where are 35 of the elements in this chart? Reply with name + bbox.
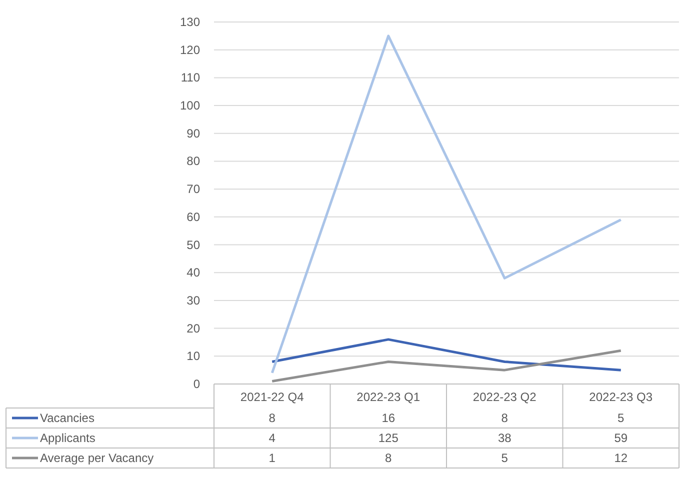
data-label: 8 (385, 451, 392, 465)
legend-label: Average per Vacancy (40, 451, 154, 465)
y-tick-label: 90 (186, 126, 200, 140)
y-tick-label: 110 (180, 70, 200, 85)
data-label: 8 (501, 411, 508, 425)
y-tick-label: 100 (180, 98, 200, 113)
y-tick-label: 0 (193, 377, 200, 391)
y-tick-label: 40 (186, 266, 200, 280)
data-label: 4 (268, 431, 276, 445)
y-tick-label: 80 (186, 154, 200, 168)
data-label: 12 (614, 451, 628, 465)
x-tick-label: 2022-23 Q2 (472, 390, 537, 404)
y-tick-label: 30 (186, 293, 200, 308)
data-label: 5 (501, 451, 508, 465)
data-label: 59 (614, 431, 628, 445)
data-label: 125 (378, 431, 399, 445)
data-label: 5 (618, 411, 625, 425)
data-label: 38 (498, 431, 512, 445)
legend-label: Vacancies (40, 411, 94, 425)
x-tick-label: 2021-22 Q4 (240, 390, 304, 404)
line-series (270, 34, 622, 374)
data-label: 1 (268, 451, 276, 465)
line-series (270, 349, 622, 382)
y-tick-label: 130 (180, 15, 200, 29)
y-tick-label: 10 (186, 349, 200, 364)
y-tick-label: 20 (186, 321, 200, 336)
x-tick-label: 2022-23 Q1 (356, 390, 420, 404)
legend-label: Applicants (40, 431, 96, 445)
data-label: 8 (268, 411, 276, 425)
y-tick-label: 120 (180, 42, 200, 57)
y-tick-label: 50 (186, 238, 200, 252)
y-tick-label: 60 (186, 210, 200, 224)
data-label: 16 (382, 411, 396, 425)
y-tick-label: 70 (186, 182, 200, 196)
x-tick-label: 2022-23 Q3 (589, 390, 653, 404)
